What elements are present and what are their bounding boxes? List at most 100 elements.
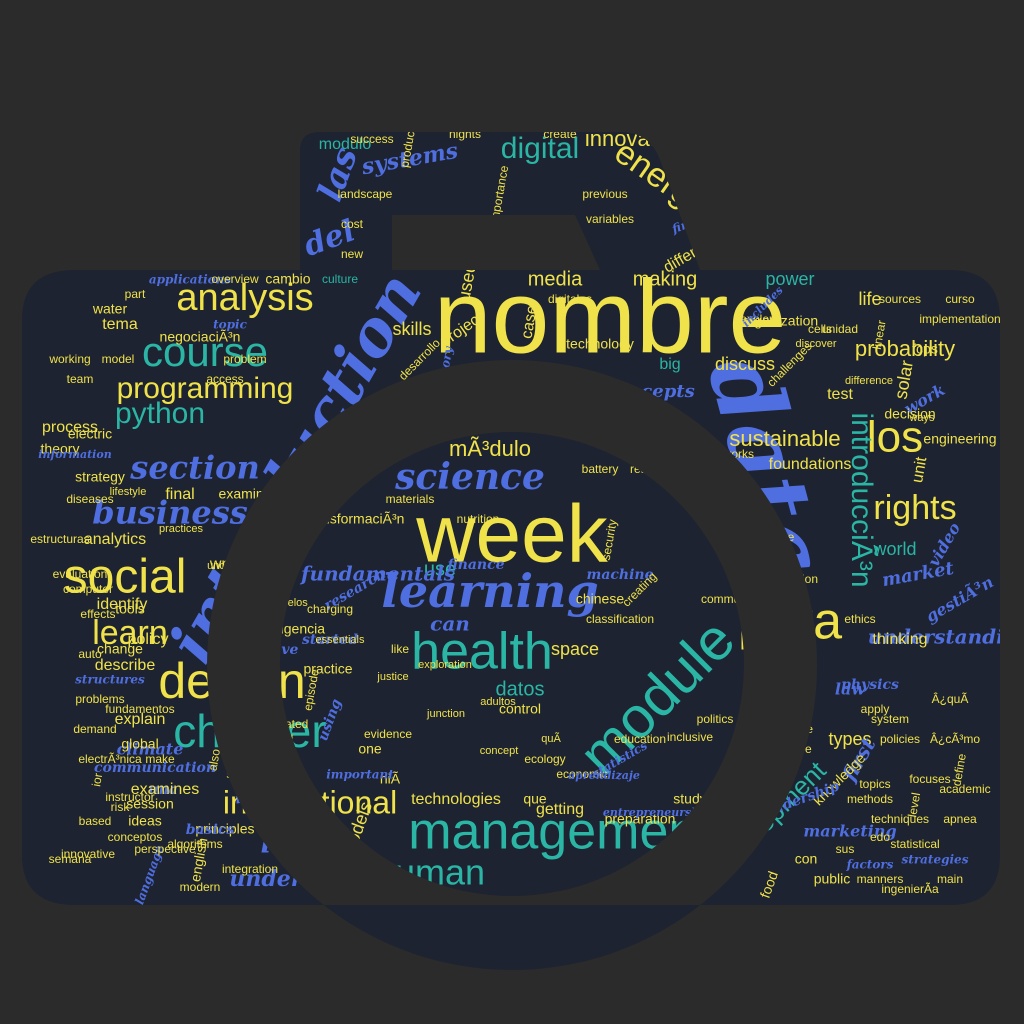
word-15: science — [394, 456, 545, 498]
word-64: test — [827, 386, 853, 403]
word-241: sus — [836, 842, 855, 856]
word-36: use — [424, 558, 456, 580]
word-104: analytics — [84, 531, 146, 548]
word-225: inclusive — [667, 730, 713, 744]
word-244: define — [949, 752, 969, 787]
word-27: learn — [92, 614, 168, 652]
word-214: also — [205, 747, 223, 771]
word-117: problem — [223, 352, 266, 366]
word-238: main — [937, 872, 963, 886]
word-161: ethics — [844, 612, 875, 626]
word-158: make — [145, 752, 175, 766]
word-215: charging — [307, 602, 353, 616]
word-41: probability — [855, 336, 955, 361]
word-0: nombre — [434, 259, 787, 375]
word-139: machine — [587, 567, 654, 583]
word-132: niÃ — [380, 771, 401, 787]
word-2: week — [415, 489, 608, 580]
word-37: can — [430, 612, 470, 636]
word-246: adultos — [480, 696, 516, 708]
word-148: algorithms — [167, 837, 222, 851]
word-217: evidence — [364, 727, 412, 741]
word-25: section — [129, 449, 259, 487]
word-211: semana — [49, 852, 92, 866]
word-221: ecology — [524, 752, 565, 766]
word-138: battery — [582, 462, 619, 476]
word-97: communication — [94, 760, 216, 776]
word-213: evaluation — [53, 567, 108, 581]
word-206: effects — [80, 607, 115, 621]
word-6: health — [411, 623, 553, 681]
word-256: lifestyle — [110, 486, 147, 498]
word-242: edo — [870, 830, 890, 844]
word-153: innovative — [61, 847, 115, 861]
word-203: working — [48, 352, 90, 366]
word-233: sources — [879, 292, 921, 306]
word-62: engineering — [923, 431, 996, 447]
word-147: perspective — [134, 842, 196, 856]
word-116: topic — [213, 318, 247, 332]
word-181: unidad — [822, 322, 858, 336]
word-38: datos — [496, 678, 545, 700]
word-164: policies — [880, 732, 920, 746]
word-236: focuses — [909, 772, 950, 786]
word-73: types — [828, 729, 871, 749]
word-198: cost — [341, 217, 364, 231]
word-93: session — [126, 796, 173, 812]
word-70: understanding — [868, 625, 1024, 649]
word-99: explain — [115, 711, 166, 728]
word-163: system — [871, 712, 909, 726]
word-118: access — [206, 372, 243, 386]
word-222: economic — [556, 767, 607, 781]
word-202: model — [102, 352, 135, 366]
word-133: important — [326, 768, 394, 782]
word-191: nights — [449, 127, 481, 141]
word-26: business — [92, 494, 247, 532]
word-46: modulo — [319, 136, 372, 153]
word-188: digitales — [548, 292, 592, 306]
word-257: practices — [159, 523, 204, 535]
word-111: process — [42, 419, 98, 436]
word-96: climate — [117, 740, 184, 759]
word-151: conceptos — [108, 830, 163, 844]
word-85: getting — [536, 801, 584, 818]
word-95: examines — [131, 781, 199, 798]
word-14: analysis — [176, 277, 313, 319]
word-208: electrÃ³nica — [78, 752, 142, 766]
word-87: que — [523, 791, 547, 807]
word-260: essentials — [316, 634, 365, 646]
word-247: quÃ — [541, 732, 561, 745]
word-263: concept — [480, 745, 519, 757]
word-19: digital — [501, 132, 579, 165]
word-142: classification — [586, 612, 654, 626]
word-209: risk — [111, 800, 131, 814]
word-168: methods — [847, 792, 893, 806]
word-226: politics — [697, 712, 734, 726]
word-200: diseases — [66, 492, 113, 506]
word-253: difference — [845, 375, 893, 387]
word-63: foundations — [769, 456, 852, 473]
word-109: strategy — [75, 469, 125, 485]
word-90: principles — [195, 821, 254, 837]
word-157: fundamentos — [105, 702, 174, 716]
word-173: strategies — [902, 853, 969, 867]
word-102: tools — [115, 601, 145, 617]
word-204: team — [67, 372, 94, 386]
word-159: integration — [222, 862, 278, 876]
word-165: Â¿quÃ — [932, 691, 969, 706]
word-187: variables — [586, 212, 634, 226]
word-86: technologies — [411, 791, 501, 808]
word-43: media — [528, 268, 583, 290]
word-100: describe — [95, 657, 156, 674]
word-255: information — [38, 448, 111, 461]
word-40: fundamentals — [299, 562, 455, 586]
word-156: structures — [75, 673, 145, 687]
word-199: new — [341, 247, 363, 261]
word-112: electric — [68, 426, 112, 442]
word-131: one — [358, 741, 382, 757]
word-212: estructuras — [30, 532, 89, 546]
word-134: finance — [446, 557, 504, 573]
word-170: techniques — [871, 812, 929, 826]
word-182: cells — [808, 322, 832, 336]
camera-silhouette — [22, 132, 1000, 970]
